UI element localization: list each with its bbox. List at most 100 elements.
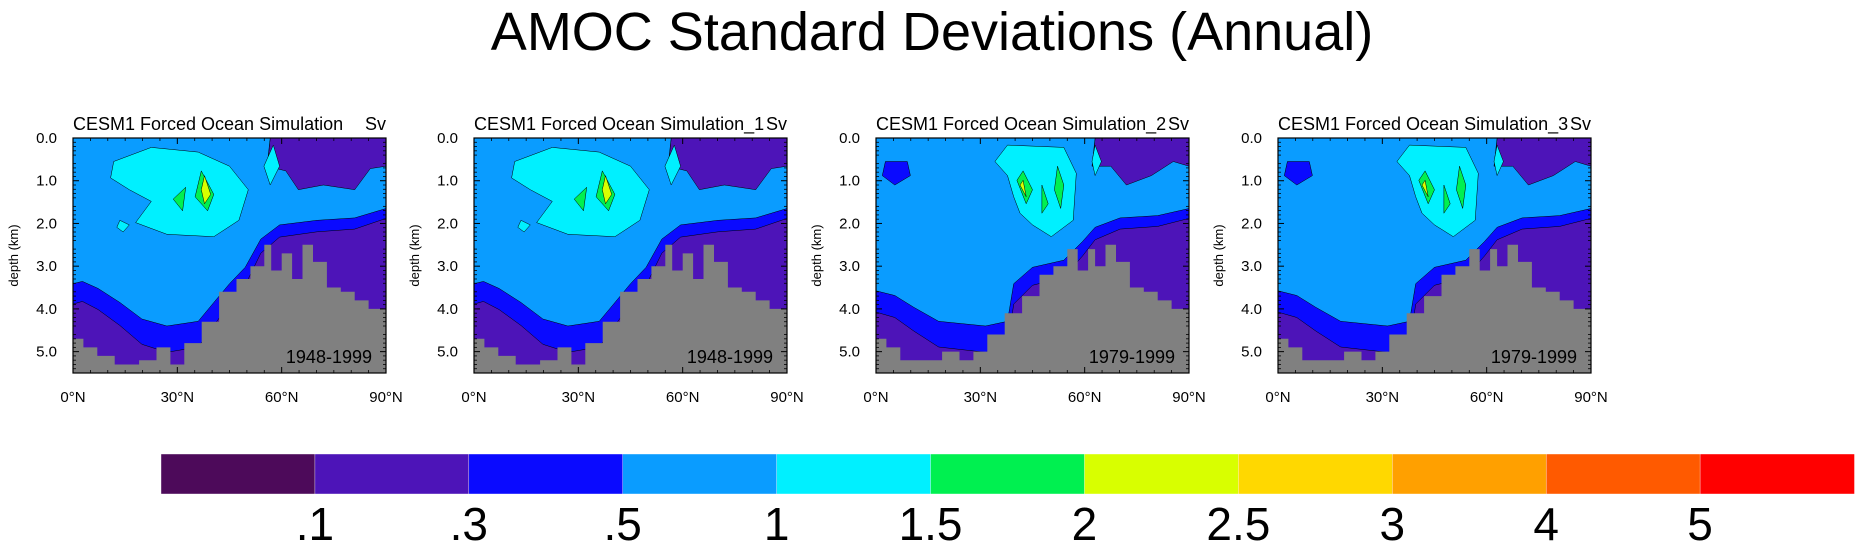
contour-band — [1016, 170, 1033, 205]
contour-band — [263, 144, 280, 186]
y-tick-label: 0.0 — [839, 130, 860, 147]
y-tick-label: 4.0 — [36, 301, 57, 318]
y-tick-label: 0.0 — [1241, 130, 1262, 147]
y-tick-label: 0.0 — [437, 130, 458, 147]
y-tick-label: 2.0 — [839, 215, 860, 232]
x-tick-label: 90°N — [369, 389, 403, 406]
contour-band — [573, 186, 588, 212]
contour-field — [876, 138, 1189, 373]
y-tick-label: 2.0 — [36, 215, 57, 232]
bathymetry — [73, 244, 386, 373]
panel-3: 0.0 1.0 2.0 3.0 4.0 5.0 0°N 30°N 60°N 90°N depth (… — [809, 114, 1206, 406]
panel-1: 0.0 1.0 2.0 3.0 4.0 5.0 0°N 30°N 60°N 90°N depth (… — [6, 114, 403, 406]
colorbar-label: 2.5 — [1206, 498, 1270, 549]
colorbar-label: 5 — [1687, 498, 1713, 549]
colorbar-swatch — [1545, 453, 1701, 495]
y-axis-label: depth (km) — [407, 224, 422, 286]
contour-field — [73, 138, 386, 373]
contour-band — [1396, 144, 1479, 238]
contour-band — [1278, 138, 1591, 327]
panel-period: 1948-1999 — [687, 347, 773, 367]
panel-period: 1979-1999 — [1491, 347, 1577, 367]
y-tick-label: 3.0 — [437, 258, 458, 275]
panel-2: 0.0 1.0 2.0 3.0 4.0 5.0 0°N 30°N 60°N 90°N depth (… — [407, 114, 804, 406]
x-tick-label: 90°N — [1172, 389, 1206, 406]
colorbar-swatch — [1084, 453, 1240, 495]
x-tick-label: 0°N — [1265, 389, 1290, 406]
contour-band — [1443, 184, 1451, 215]
contour-band — [876, 138, 1189, 327]
panel-units: Sv — [1570, 114, 1591, 134]
x-tick-label: 30°N — [562, 389, 596, 406]
contour-band — [602, 174, 612, 205]
y-tick-label: 0.0 — [36, 130, 57, 147]
bathymetry — [1278, 244, 1591, 373]
y-tick-label: 3.0 — [36, 258, 57, 275]
y-tick-label: 5.0 — [839, 344, 860, 361]
colorbar-swatch — [314, 453, 470, 495]
contour-band — [1054, 166, 1065, 209]
contour-band — [882, 161, 911, 186]
panel-period: 1979-1999 — [1089, 347, 1175, 367]
x-tick-label: 30°N — [161, 389, 195, 406]
y-tick-label: 4.0 — [1241, 301, 1262, 318]
colorbar-label: 1.5 — [899, 498, 963, 549]
x-tick-label: 90°N — [1574, 389, 1608, 406]
contour-band — [1421, 179, 1429, 197]
contour-band — [110, 147, 249, 237]
colorbar-label: 4 — [1533, 498, 1559, 549]
y-axis-label: depth (km) — [6, 224, 21, 286]
contour-band — [1456, 166, 1467, 209]
panel-subtitle: CESM1 Forced Ocean Simulation_3 — [1278, 114, 1568, 135]
contour-band — [1019, 179, 1027, 197]
colorbar-label: 3 — [1379, 498, 1405, 549]
y-tick-label: 2.0 — [1241, 215, 1262, 232]
contour-band — [664, 144, 681, 186]
x-tick-label: 90°N — [770, 389, 804, 406]
y-tick-label: 4.0 — [839, 301, 860, 318]
y-tick-label: 1.0 — [36, 173, 57, 190]
colorbar-swatch — [1392, 453, 1547, 495]
panels: 0.0 1.0 2.0 3.0 4.0 5.0 0°N 30°N 60°N 90°N depth (… — [6, 114, 1608, 406]
colorbar-label: 2 — [1072, 498, 1098, 549]
x-tick-label: 60°N — [666, 389, 700, 406]
contour-band — [201, 174, 211, 205]
panel-units: Sv — [766, 114, 787, 134]
colorbar-swatch — [776, 453, 932, 495]
colorbar-swatch — [468, 453, 624, 495]
y-axis-label: depth (km) — [1211, 224, 1226, 286]
colorbar-swatch — [622, 453, 778, 495]
bathymetry — [474, 244, 787, 373]
contour-band — [172, 186, 187, 212]
y-tick-label: 1.0 — [839, 173, 860, 190]
x-tick-label: 60°N — [1470, 389, 1504, 406]
colorbar-swatch — [1699, 453, 1855, 495]
panel-period: 1948-1999 — [286, 347, 372, 367]
colorbar: .1 .3 .5 1 1.5 2 2.5 3 4 5 — [160, 453, 1855, 550]
y-axis-label: depth (km) — [809, 224, 824, 286]
x-tick-label: 30°N — [964, 389, 998, 406]
x-tick-label: 0°N — [60, 389, 85, 406]
contour-band — [1493, 144, 1504, 177]
contour-band — [1091, 144, 1102, 177]
contour-band — [994, 144, 1077, 238]
y-tick-label: 3.0 — [839, 258, 860, 275]
panel-subtitle: CESM1 Forced Ocean Simulation_1 — [474, 114, 764, 135]
y-tick-label: 5.0 — [36, 344, 57, 361]
colorbar-swatch — [930, 453, 1086, 495]
panel-units: Sv — [365, 114, 386, 134]
panel-subtitle: CESM1 Forced Ocean Simulation — [73, 114, 343, 134]
y-tick-label: 3.0 — [1241, 258, 1262, 275]
x-tick-label: 0°N — [461, 389, 486, 406]
y-tick-label: 5.0 — [437, 344, 458, 361]
contour-band — [116, 219, 130, 233]
colorbar-label: .5 — [604, 498, 642, 549]
x-tick-label: 30°N — [1366, 389, 1400, 406]
y-tick-label: 4.0 — [437, 301, 458, 318]
contour-band — [511, 147, 650, 237]
contour-field — [474, 138, 787, 373]
x-tick-label: 60°N — [1068, 389, 1102, 406]
colorbar-label: .3 — [450, 498, 488, 549]
